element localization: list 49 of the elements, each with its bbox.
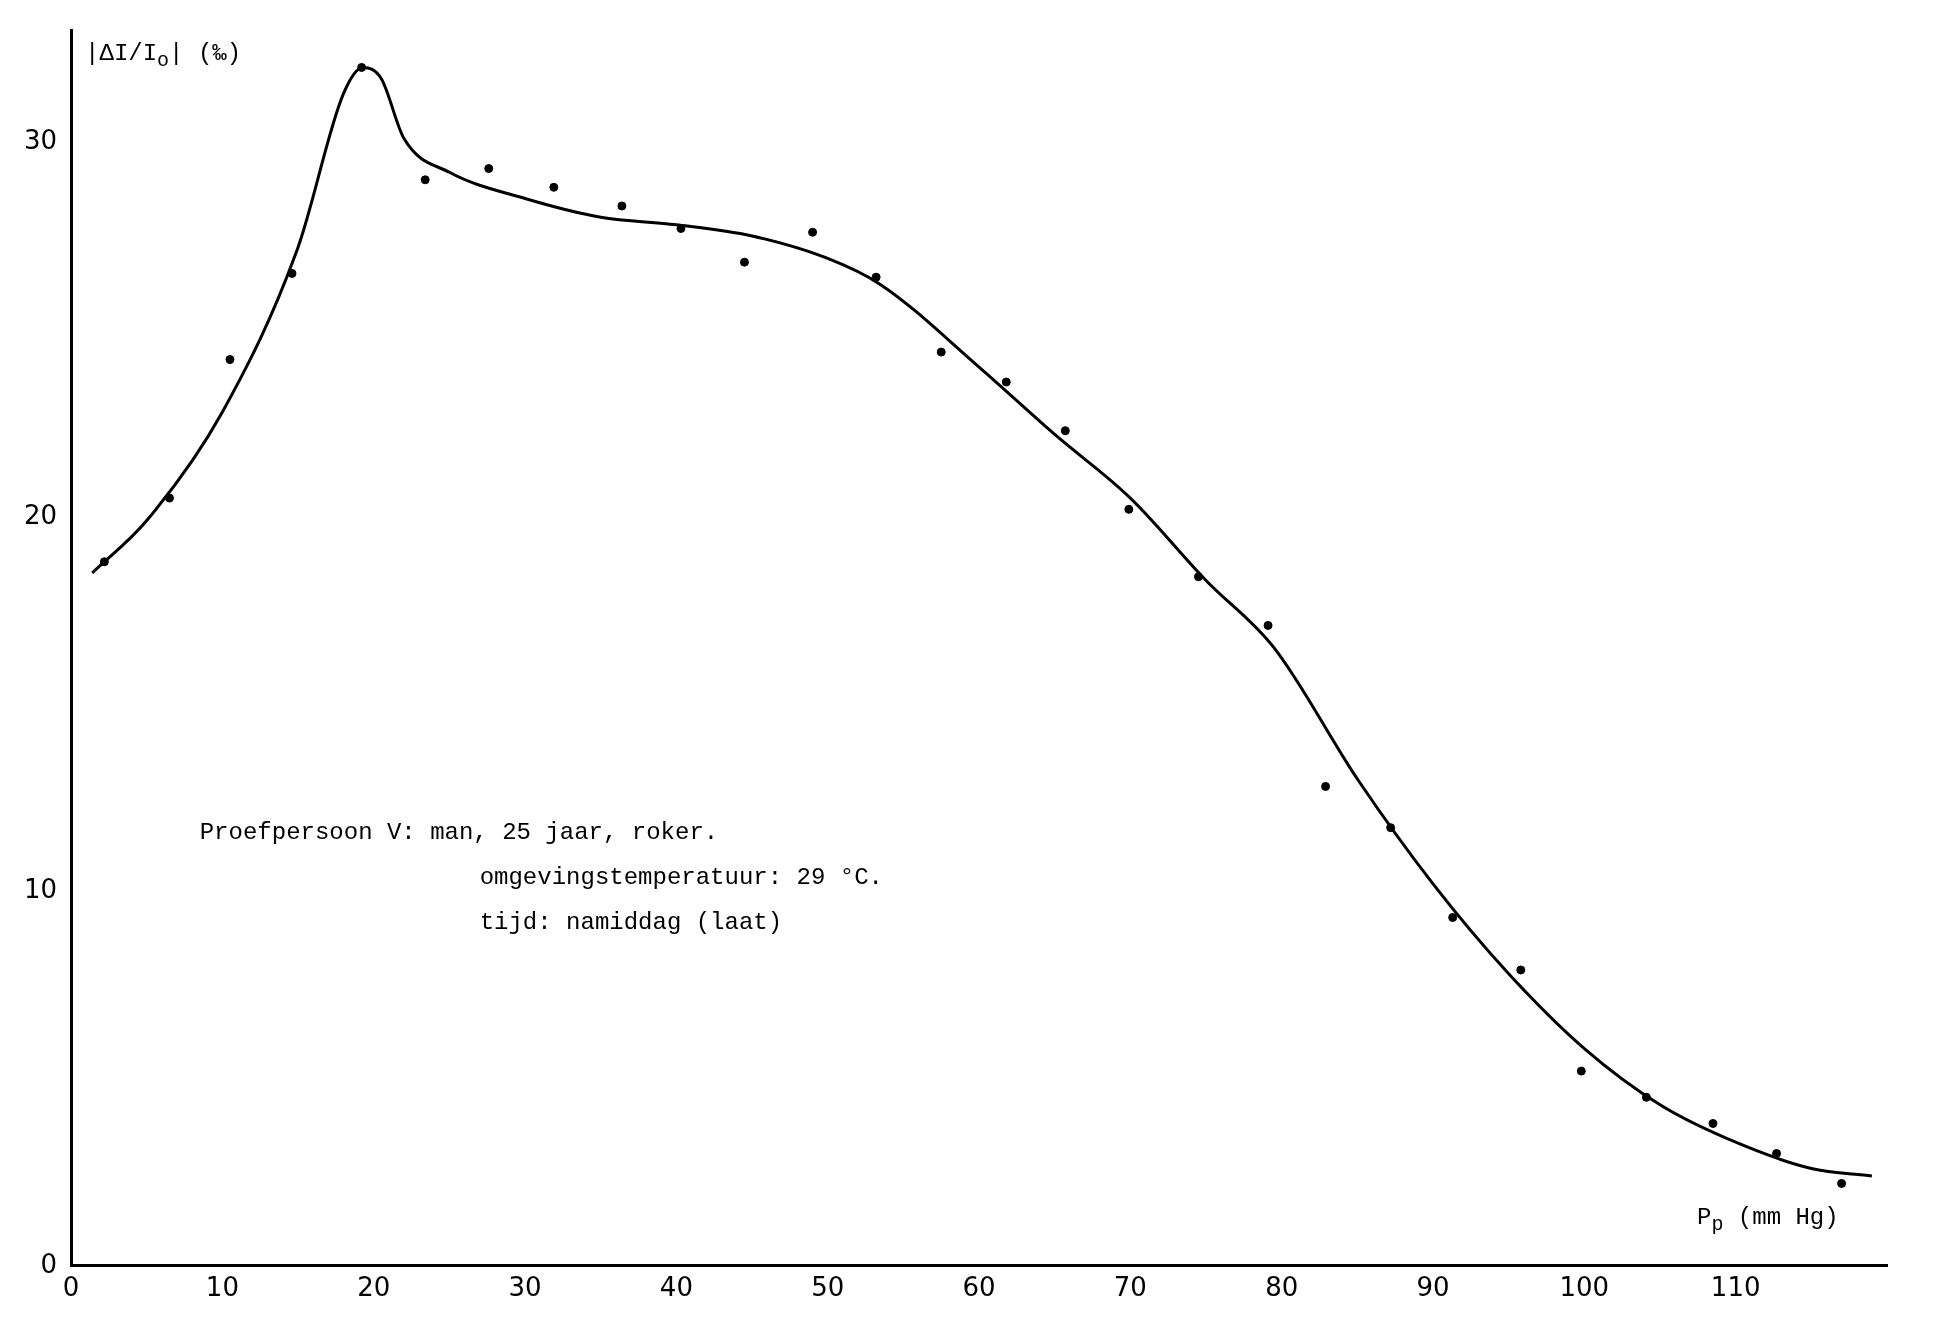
point bbox=[1060, 426, 1070, 436]
annotation: omgevingstemperatuur: 29 °C. bbox=[479, 863, 883, 891]
point bbox=[617, 201, 627, 211]
y-axis-title: |ΔI/I$_{o}$| (‰) bbox=[85, 40, 242, 72]
point bbox=[871, 272, 881, 282]
point bbox=[1321, 781, 1331, 791]
point bbox=[549, 182, 559, 192]
point bbox=[1641, 1092, 1651, 1102]
x-tick-label: 90 bbox=[1416, 1272, 1450, 1303]
point bbox=[164, 493, 174, 503]
y-tick-label: 30 bbox=[23, 125, 58, 156]
x-tick-label: 60 bbox=[962, 1272, 996, 1303]
point bbox=[420, 175, 430, 185]
x-tick-label: 10 bbox=[205, 1272, 239, 1303]
point bbox=[1193, 572, 1203, 582]
point bbox=[484, 164, 494, 174]
x-axis-title: P$_{p}$ (mm Hg) bbox=[1697, 1203, 1839, 1236]
point bbox=[1386, 823, 1396, 833]
point bbox=[357, 62, 367, 72]
point bbox=[1772, 1148, 1782, 1158]
point bbox=[1837, 1178, 1847, 1188]
y-tick-label: 10 bbox=[23, 874, 58, 905]
point bbox=[1001, 377, 1011, 387]
annotation: Proefpersoon V: man, 25 jaar, roker. bbox=[199, 818, 719, 846]
point bbox=[1576, 1066, 1586, 1076]
annotation: tijd: namiddag (laat) bbox=[479, 908, 783, 936]
point bbox=[1124, 504, 1134, 514]
point bbox=[676, 223, 686, 233]
x-tick-label: 100 bbox=[1559, 1272, 1610, 1303]
point bbox=[1263, 620, 1273, 630]
x-tick-label: 20 bbox=[357, 1272, 391, 1303]
point bbox=[225, 355, 235, 365]
x-tick-label: 30 bbox=[508, 1272, 542, 1303]
y-tick-label: 0 bbox=[40, 1248, 58, 1279]
x-tick-label: 0 bbox=[62, 1272, 80, 1303]
point bbox=[739, 257, 749, 267]
point bbox=[936, 347, 946, 357]
x-tick-label: 110 bbox=[1710, 1272, 1761, 1303]
point bbox=[1516, 965, 1526, 975]
point bbox=[808, 227, 818, 237]
x-tick-label: 40 bbox=[659, 1272, 693, 1303]
y-tick-label: 20 bbox=[23, 499, 58, 530]
x-tick-label: 70 bbox=[1113, 1272, 1147, 1303]
point bbox=[99, 557, 109, 567]
x-tick-label: 50 bbox=[811, 1272, 845, 1303]
x-tick-label: 80 bbox=[1265, 1272, 1299, 1303]
point bbox=[1708, 1119, 1718, 1128]
point bbox=[1448, 913, 1458, 923]
point bbox=[287, 268, 297, 278]
